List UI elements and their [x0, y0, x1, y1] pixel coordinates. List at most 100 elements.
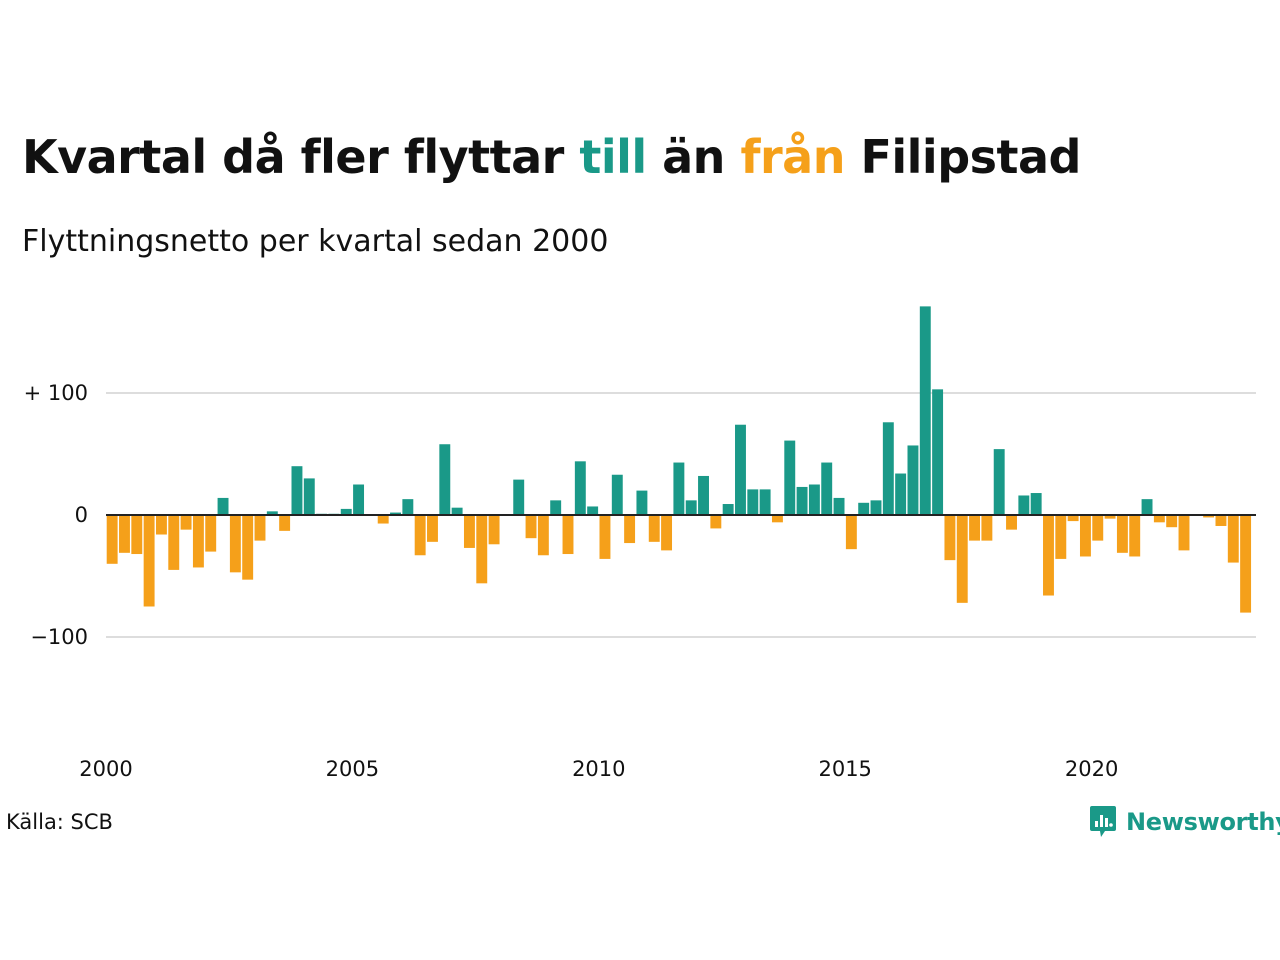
bar — [821, 462, 833, 515]
y-tick-label: + 100 — [24, 381, 88, 405]
bar — [266, 511, 278, 515]
x-tick-label: 2010 — [572, 757, 625, 781]
bar — [217, 497, 229, 515]
bar — [488, 515, 500, 545]
bar — [155, 515, 167, 535]
y-tick-label: −100 — [30, 625, 88, 649]
bar — [895, 473, 907, 515]
gridlines — [106, 392, 1256, 638]
bar — [192, 515, 204, 568]
bar — [439, 444, 451, 515]
x-tick-label: 2015 — [818, 757, 871, 781]
bars — [106, 306, 1252, 613]
bar — [882, 422, 894, 515]
bar — [833, 497, 845, 515]
bar — [1030, 493, 1042, 515]
bar — [1018, 495, 1030, 515]
source-note: Källa: SCB — [6, 810, 113, 834]
bar — [340, 508, 352, 515]
bar — [759, 489, 771, 515]
bar — [624, 515, 636, 544]
bar — [229, 515, 241, 573]
bar — [981, 515, 993, 541]
bar — [944, 515, 956, 561]
bar — [771, 515, 783, 523]
bar — [932, 389, 944, 515]
chart-subtitle: Flyttningsnetto per kvartal sedan 2000 — [22, 224, 609, 259]
title-part-1: Kvartal då fler flyttar — [22, 130, 580, 184]
bar — [427, 515, 438, 542]
bar — [254, 515, 266, 541]
x-tick-label: 2005 — [326, 757, 379, 781]
bar — [476, 515, 488, 584]
bar — [1104, 515, 1116, 519]
bar — [1067, 515, 1079, 522]
bar — [390, 512, 401, 515]
bar — [1203, 515, 1215, 518]
bar — [796, 486, 808, 515]
bar — [525, 515, 537, 539]
brand-name: Newsworthy — [1126, 808, 1280, 836]
bar — [143, 515, 155, 607]
bar — [1153, 515, 1165, 523]
bar — [291, 466, 303, 515]
bar — [562, 515, 574, 555]
bar — [550, 500, 562, 515]
title-part-3: Filipstad — [844, 130, 1081, 184]
bar — [180, 515, 192, 530]
bar — [599, 515, 611, 559]
bar — [1055, 515, 1067, 559]
bar — [1079, 515, 1091, 557]
bar — [402, 499, 414, 515]
bar — [1129, 515, 1141, 557]
bar — [735, 424, 746, 515]
bar — [636, 490, 648, 515]
newsworthy-logo-icon — [1090, 806, 1116, 837]
bar — [463, 515, 475, 548]
bar — [537, 515, 549, 556]
bar — [353, 484, 365, 515]
title-negative-word: från — [740, 130, 845, 184]
axes: + 100 0 −100 2000 2005 2010 2015 2020 — [24, 381, 1256, 781]
bar — [919, 306, 931, 515]
bar — [303, 478, 315, 515]
bar — [1227, 515, 1239, 563]
bar — [956, 515, 968, 603]
bar — [205, 515, 217, 552]
bar — [685, 500, 697, 515]
bar — [1215, 515, 1227, 526]
bar — [1141, 499, 1153, 515]
bar — [722, 504, 734, 515]
bar — [131, 515, 143, 555]
bar — [858, 502, 870, 515]
y-tick-label: 0 — [75, 503, 88, 527]
bar — [574, 461, 586, 515]
chart-title: Kvartal då fler flyttar till än från Fil… — [22, 130, 1081, 184]
bar — [1240, 515, 1252, 613]
bar — [1092, 515, 1104, 541]
bar — [1043, 515, 1054, 596]
bar — [1006, 515, 1017, 530]
bar — [969, 515, 981, 541]
bar — [698, 475, 709, 515]
x-tick-label: 2000 — [79, 757, 132, 781]
bar — [784, 440, 796, 515]
bar — [993, 449, 1005, 515]
bar — [1178, 515, 1190, 551]
bar — [513, 479, 525, 515]
bar — [845, 515, 857, 550]
bar — [279, 515, 291, 531]
bar — [747, 489, 759, 515]
bar — [808, 484, 820, 515]
newsworthy-brand[interactable]: Newsworthy — [1088, 804, 1280, 840]
bar — [451, 507, 463, 515]
bar — [611, 474, 623, 515]
bar — [673, 462, 685, 515]
bar — [242, 515, 254, 580]
bar — [1116, 515, 1128, 553]
bar — [1166, 515, 1178, 528]
title-part-2: än — [646, 130, 741, 184]
bar — [168, 515, 180, 570]
x-tick-label: 2020 — [1065, 757, 1118, 781]
bar — [119, 515, 130, 553]
